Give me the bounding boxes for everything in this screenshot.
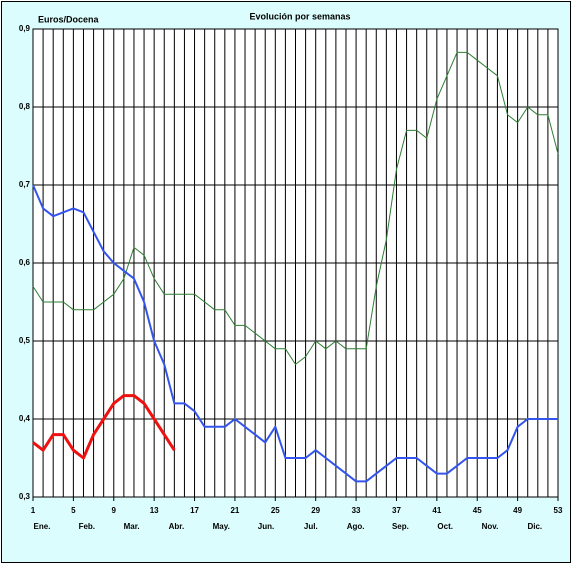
month-label: May. <box>213 522 230 531</box>
x-tick-label: 25 <box>271 506 280 515</box>
month-label: Jul. <box>304 522 318 531</box>
x-tick-label: 41 <box>432 506 441 515</box>
series-line <box>32 184 558 483</box>
x-tick-label: 9 <box>112 506 117 515</box>
x-tick-label: 37 <box>392 506 401 515</box>
chart-title: Evolución por semanas <box>249 11 350 21</box>
month-label: Abr. <box>169 522 185 531</box>
series-line <box>32 394 176 460</box>
month-label: Oct. <box>437 522 453 531</box>
y-tick-label: 0,4 <box>19 414 31 423</box>
month-label: Feb. <box>79 522 95 531</box>
month-label: Dic. <box>527 522 542 531</box>
x-tick-label: 5 <box>71 506 76 515</box>
y-tick-label: 0,9 <box>19 24 31 33</box>
x-tick-label: 49 <box>513 506 522 515</box>
month-label: Mar. <box>124 522 140 531</box>
y-tick-label: 0,7 <box>19 180 31 189</box>
month-label: Nov. <box>482 522 499 531</box>
x-tick-label: 45 <box>473 506 482 515</box>
x-tick-label: 21 <box>230 506 239 515</box>
x-tick-label: 29 <box>311 506 320 515</box>
series-line <box>32 51 559 365</box>
month-label: Jun. <box>258 522 274 531</box>
x-tick-label: 33 <box>352 506 361 515</box>
y-tick-label: 0,3 <box>19 492 31 501</box>
x-tick-label: 13 <box>150 506 159 515</box>
month-label: Ene. <box>34 522 51 531</box>
x-tick-label: 53 <box>554 506 563 515</box>
x-tick-label: 17 <box>190 506 199 515</box>
y-tick-label: 0,5 <box>19 336 31 345</box>
x-tick-label: 1 <box>31 506 36 515</box>
y-tick-label: 0,6 <box>19 258 31 267</box>
y-axis-label: Euros/Docena <box>38 14 100 24</box>
y-tick-label: 0,8 <box>19 102 31 111</box>
month-label: Ago. <box>347 522 365 531</box>
month-label: Sep. <box>392 522 409 531</box>
